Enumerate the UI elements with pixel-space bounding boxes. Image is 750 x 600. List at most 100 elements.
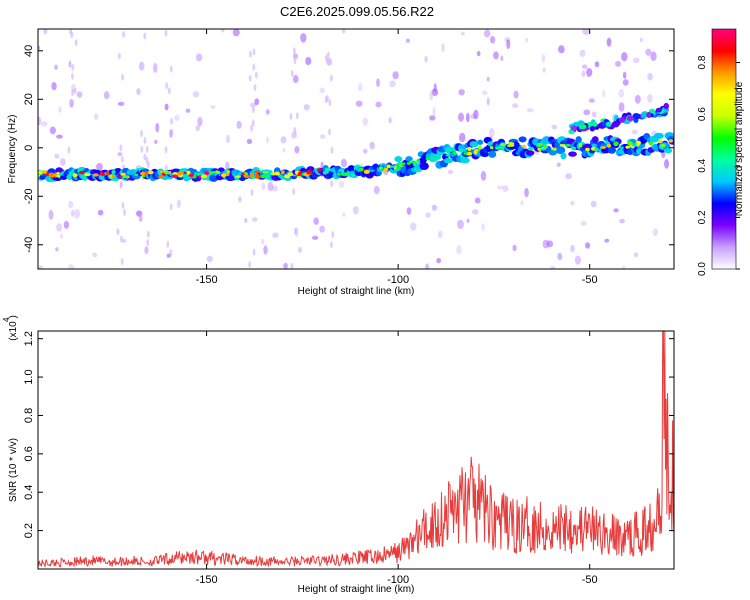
spectrogram-streak-blob [250, 124, 254, 132]
spectrogram-noise-blob [138, 61, 145, 71]
spectrogram-noise-blob [581, 64, 588, 70]
spectrogram-noise-blob [92, 252, 98, 258]
spectrogram-noise-blob [292, 75, 299, 84]
spectrogram-noise-blob [490, 36, 496, 44]
spectrogram-peak-blob [99, 171, 104, 176]
spectrogram-streak-blob [330, 241, 333, 249]
spectrogram-noise-blob [261, 182, 266, 191]
spectrogram-peak-blob [324, 167, 332, 172]
spectrogram-peak-blob [600, 146, 607, 149]
spectrogram-noise-blob [69, 98, 74, 108]
spectrogram-noise-blob [192, 91, 200, 98]
spectrogram-noise-blob [432, 106, 436, 117]
spectrogram-peak-blob [636, 143, 640, 147]
spectrogram-peak-blob [48, 172, 54, 177]
spectrogram-noise-blob [570, 200, 575, 206]
spectrogram-noise-blob [606, 37, 612, 47]
spectrogram-noise-blob [639, 37, 643, 43]
spectrogram-noise-blob [433, 83, 437, 93]
spectrogram-peak-blob [56, 174, 61, 178]
spectrogram-streak-blob [250, 189, 254, 197]
spectrogram-noise-blob [618, 102, 625, 112]
spectrogram-noise-blob [525, 37, 529, 43]
spectrogram-noise-blob [121, 238, 127, 244]
spectrogram-peak-blob [458, 148, 464, 153]
spectrogram-noise-blob [481, 223, 485, 231]
spectrogram-noise-blob [263, 245, 268, 255]
spectrogram-noise-blob [583, 109, 591, 116]
spectrogram-noise-blob [661, 151, 666, 159]
snr-y-label: SNR (10 * v/v) [8, 438, 19, 502]
spectrogram-streak-blob [294, 227, 297, 235]
spectrogram-streak-blob [169, 203, 173, 211]
spectrogram-noise-blob [621, 265, 626, 269]
spectrogram-peak-blob [204, 170, 210, 176]
spectrogram-ridge-blob [434, 154, 441, 160]
spectrogram-noise-blob [488, 128, 495, 138]
spectrogram-streak-blob [169, 65, 173, 73]
spectrogram-streak-blob [119, 144, 123, 152]
spectrogram-branch-blob [663, 102, 670, 110]
spectrogram-peak-blob [594, 147, 599, 152]
spectrogram-streak-blob [248, 74, 252, 82]
spectrogram-streak-blob [290, 70, 294, 78]
spectrogram-peak-blob [462, 149, 467, 152]
spectrogram-peak-blob [249, 172, 254, 177]
spectrogram-peak-blob [363, 169, 370, 175]
spectrogram-streak-blob [331, 231, 335, 239]
spectrogram-noise-blob [319, 134, 326, 139]
spectrogram-streak-blob [325, 54, 328, 62]
spectrogram-streak-blob [164, 146, 168, 154]
snr-multiplier: (x10 ) [8, 315, 19, 341]
spectrogram-noise-blob [249, 102, 257, 108]
spectrogram-peak-blob [527, 147, 535, 151]
spectrogram-noise-blob [604, 238, 610, 243]
spectrogram-peak-blob [306, 170, 313, 175]
spectrogram-noise-blob [221, 29, 225, 33]
spectrogram-noise-blob [405, 38, 411, 43]
spectrogram-branch-blob [590, 122, 598, 127]
spectrogram-peak-blob [120, 172, 126, 176]
spectrogram-noise-blob [558, 45, 565, 54]
spectrogram-noise-blob [155, 122, 160, 133]
colorbar-tick-label: 0.8 [697, 55, 708, 69]
spectrogram-streak-blob [252, 248, 256, 256]
spectrogram-noise-blob [54, 64, 58, 70]
spectrogram-noise-blob [272, 232, 279, 238]
spectrogram-noise-blob [238, 196, 242, 203]
spectrogram-streak-blob [74, 39, 78, 47]
spectrogram-noise-blob [136, 210, 143, 217]
spectrogram-noise-blob [342, 212, 346, 217]
spectrogram-branch-blob [640, 111, 647, 119]
snr-y-tick-label: 1.2 [23, 331, 35, 346]
spectrogram-ridge-blob [591, 136, 599, 144]
spectrogram-noise-blob [634, 94, 641, 104]
spectrogram-peak-blob [336, 172, 343, 176]
spectrogram-noise-blob [342, 29, 346, 34]
spectrogram-noise-blob [319, 87, 325, 94]
spectrogram-noise-blob [549, 265, 556, 269]
spectrogram-noise-blob [645, 48, 652, 56]
spectrogram-streak-blob [169, 249, 173, 257]
spectrogram-noise-blob [389, 80, 396, 88]
spectrogram-branch-blob [589, 125, 596, 132]
spectrogram-noise-blob [631, 129, 638, 135]
spectrogram-noise-blob [244, 218, 248, 224]
spectrogram-peak-blob [369, 169, 375, 172]
snr-y-tick-label: 1.0 [23, 369, 35, 384]
spectrogram-streak-blob [121, 201, 125, 209]
spectrogram-ridge-blob [653, 132, 664, 139]
spectrogram-peak-blob [648, 141, 653, 145]
spectrogram-ridge-blob [568, 151, 577, 157]
spectrogram-streak-blob [143, 153, 147, 161]
spectrogram-peak-blob [521, 144, 527, 148]
spectrogram-streak-blob [326, 95, 329, 103]
spectrogram-ridge-blob [347, 165, 356, 173]
spectrogram-noise-blob [476, 50, 481, 57]
spectrogram-peak-blob [241, 172, 245, 176]
spectrogram-peak-blob [477, 145, 482, 150]
spectrogram-noise-blob [664, 158, 669, 169]
spectrogram-noise-blob [456, 244, 462, 255]
spectrogram-noise-blob [373, 185, 380, 195]
spectrogram-peak-blob [627, 141, 633, 146]
